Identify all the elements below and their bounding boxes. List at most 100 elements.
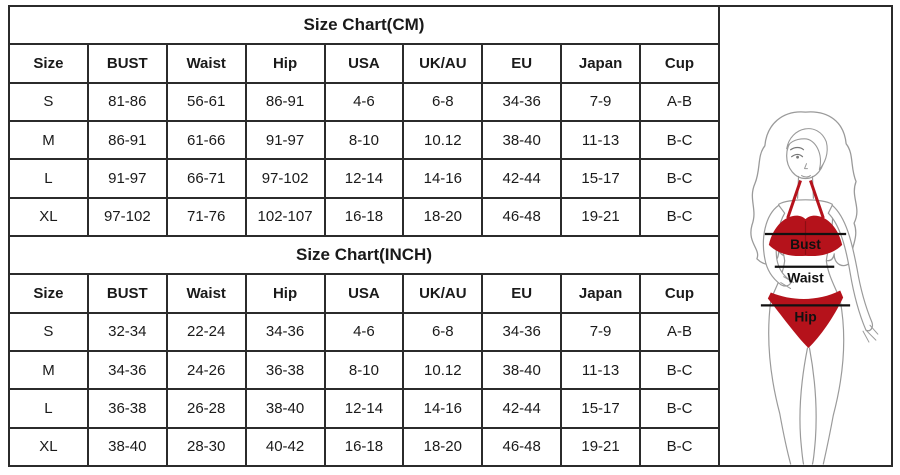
value-cell: 38-40	[481, 119, 563, 161]
column-header: Cup	[639, 43, 720, 84]
value-cell: 16-18	[323, 196, 405, 237]
value-cell: B-C	[639, 426, 720, 468]
column-header: Size	[8, 43, 89, 84]
value-cell: 38-40	[86, 426, 168, 468]
hip-label: Hip	[794, 308, 816, 324]
value-cell: 12-14	[323, 158, 405, 199]
value-cell: 4-6	[323, 81, 405, 122]
value-cell: 6-8	[402, 81, 484, 122]
column-header: Hip	[244, 273, 326, 314]
value-cell: 34-36	[244, 311, 326, 352]
value-cell: 8-10	[323, 119, 405, 161]
value-cell: 15-17	[560, 388, 641, 429]
value-cell: 34-36	[481, 311, 563, 352]
value-cell: 61-66	[165, 119, 247, 161]
left-leg-outer-icon	[768, 299, 792, 465]
size-cell: S	[8, 81, 89, 122]
value-cell: 36-38	[244, 349, 326, 391]
right-leg-outer-icon	[822, 299, 845, 465]
value-cell: 7-9	[560, 81, 641, 122]
value-cell: 86-91	[244, 81, 326, 122]
value-cell: 18-20	[402, 196, 484, 237]
size-cell: XL	[8, 196, 89, 237]
measurement-figure-illustration: Bust Waist Hip	[750, 111, 879, 465]
value-cell: 97-102	[244, 158, 326, 199]
table-row: S 81-86 56-61 86-91 4-6 6-8 34-36 7-9 A-B	[8, 81, 720, 122]
nose-icon	[804, 163, 808, 170]
column-header: EU	[481, 273, 563, 314]
value-cell: 8-10	[323, 349, 405, 391]
value-cell: B-C	[639, 196, 720, 237]
table-row: XL 97-102 71-76 102-107 16-18 18-20 46-48 19-21…	[8, 196, 720, 237]
table-row: S 32-34 22-24 34-36 4-6 6-8 34-36 7-9 A-B	[8, 311, 720, 352]
bust-label: Bust	[790, 236, 821, 252]
value-cell: 10.12	[402, 119, 484, 161]
left-hand-icon	[780, 276, 795, 290]
value-cell: 15-17	[560, 158, 641, 199]
value-cell: B-C	[639, 388, 720, 429]
value-cell: 38-40	[481, 349, 563, 391]
value-cell: 28-30	[165, 426, 247, 468]
value-cell: 42-44	[481, 388, 563, 429]
size-cell: XL	[8, 426, 89, 468]
value-cell: 71-76	[165, 196, 247, 237]
column-header: Japan	[560, 273, 641, 314]
value-cell: 36-38	[86, 388, 168, 429]
header-row: Size BUST Waist Hip USA UK/AU EU Japan Cup	[8, 43, 720, 84]
value-cell: 91-97	[244, 119, 326, 161]
size-chart-sheet: Size Chart(CM) Size BUST Waist Hip USA UK/AU EU…	[8, 4, 893, 468]
header-row: Size BUST Waist Hip USA UK/AU EU Japan Cup	[8, 273, 720, 314]
size-table-body: Size Chart(CM) Size BUST Waist Hip USA UK/AU EU…	[8, 4, 720, 468]
mouth-icon	[801, 175, 811, 178]
value-cell: 6-8	[402, 311, 484, 352]
value-cell: 4-6	[323, 311, 405, 352]
column-header: UK/AU	[402, 43, 484, 84]
size-chart-tables: Size Chart(CM) Size BUST Waist Hip USA UK/AU EU…	[8, 4, 720, 468]
value-cell: 46-48	[481, 426, 563, 468]
table-row: M 34-36 24-26 36-38 8-10 10.12 38-40 11-13 B-C	[8, 349, 720, 391]
value-cell: 97-102	[86, 196, 168, 237]
measurement-figure-box: Bust Waist Hip	[720, 5, 893, 467]
column-header: USA	[323, 273, 405, 314]
table-row: M 86-91 61-66 91-97 8-10 10.12 38-40 11-13 B-C	[8, 119, 720, 161]
column-header: UK/AU	[402, 273, 484, 314]
figure-lineart	[750, 111, 879, 465]
value-cell: 86-91	[86, 119, 168, 161]
eyebrow-icon	[790, 146, 805, 151]
size-cell: M	[8, 349, 89, 391]
value-cell: B-C	[639, 158, 720, 199]
value-cell: 14-16	[402, 158, 484, 199]
value-cell: 26-28	[165, 388, 247, 429]
value-cell: 102-107	[244, 196, 326, 237]
value-cell: 32-34	[86, 311, 168, 352]
waist-label: Waist	[787, 270, 824, 286]
value-cell: 19-21	[560, 196, 641, 237]
value-cell: 11-13	[560, 119, 641, 161]
size-cell: M	[8, 119, 89, 161]
column-header: Hip	[244, 43, 326, 84]
eye-icon	[791, 153, 804, 158]
value-cell: A-B	[639, 311, 720, 352]
value-cell: 18-20	[402, 426, 484, 468]
value-cell: 12-14	[323, 388, 405, 429]
size-chart-table: Size Chart(CM) Size BUST Waist Hip USA UK/AU EU…	[8, 4, 720, 468]
pupil-icon	[796, 155, 799, 159]
bang-icon	[786, 128, 828, 171]
column-header: Waist	[165, 43, 247, 84]
bikini-top-icon	[768, 180, 843, 257]
value-cell: 81-86	[86, 81, 168, 122]
value-cell: 42-44	[481, 158, 563, 199]
column-header: EU	[481, 43, 563, 84]
column-header: Size	[8, 273, 89, 314]
column-header: Cup	[639, 273, 720, 314]
table-row: L 36-38 26-28 38-40 12-14 14-16 42-44 15-17 B-C	[8, 388, 720, 429]
column-header: USA	[323, 43, 405, 84]
column-header: BUST	[86, 43, 168, 84]
column-header: BUST	[86, 273, 168, 314]
right-leg-inner-icon	[808, 347, 817, 465]
value-cell: 40-42	[244, 426, 326, 468]
column-header: Waist	[165, 273, 247, 314]
left-leg-inner-icon	[799, 347, 809, 465]
value-cell: 56-61	[165, 81, 247, 122]
size-cell: S	[8, 311, 89, 352]
